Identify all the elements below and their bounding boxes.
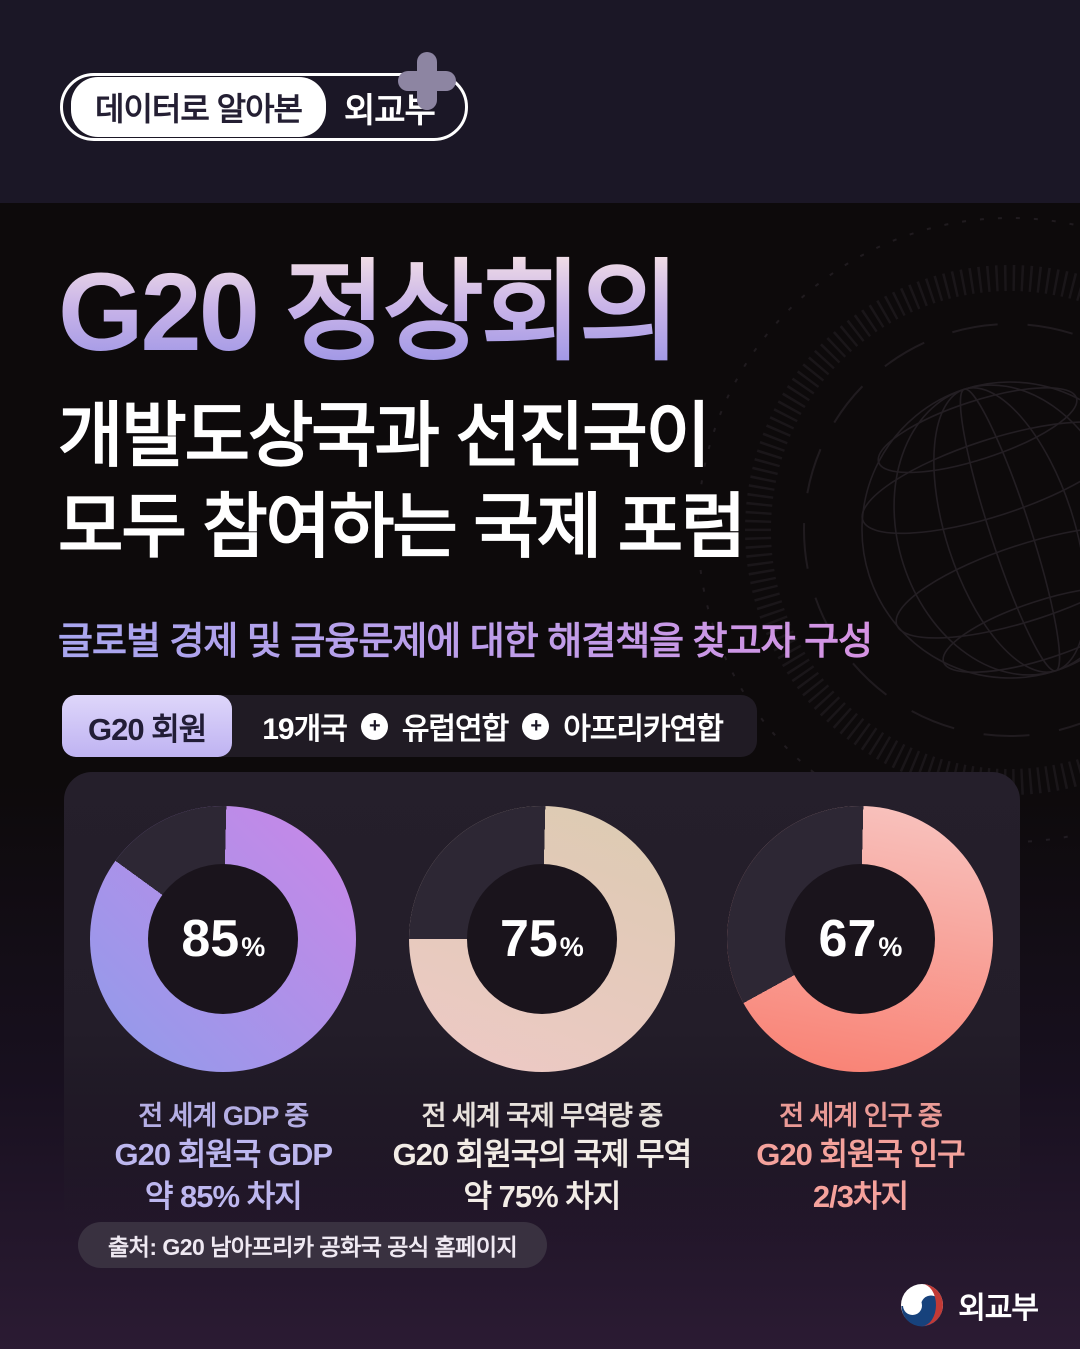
donut-unit: % [559, 932, 584, 962]
donut-value: 85 [181, 910, 240, 968]
donut-unit: % [878, 932, 903, 962]
hero-description: 글로벌 경제 및 금융문제에 대한 해결책을 찾고자 구성 [58, 610, 1038, 665]
hero-section: G20 정상회의 개발도상국과 선진국이 모두 참여하는 국제 포럼 글로벌 경… [58, 248, 1038, 665]
donut-value: 67 [818, 910, 877, 968]
membership-items: 19개국 + 유럽연합 + 아프리카연합 [262, 704, 724, 748]
plus-circle-icon: + [360, 712, 388, 740]
korea-government-emblem-icon [901, 1284, 944, 1327]
chart-label-line: 전 세계 GDP 중 [138, 1101, 309, 1131]
chart-label-gdp: 전 세계 GDP 중 G20 회원국 GDP 약 85% 차지 [114, 1098, 334, 1217]
chart-label-line: G20 회원국의 국제 무역 [392, 1137, 693, 1173]
hero-subtitle-line1: 개발도상국과 선진국이 [58, 396, 711, 476]
membership-badge: G20 회원 [62, 695, 233, 757]
chart-label-line: 약 75% 차지 [463, 1178, 621, 1214]
chart-label-line: 약 85% 차지 [144, 1178, 303, 1214]
page-title: G20 정상회의 [58, 248, 1038, 378]
chart-label-line: 2/3차지 [812, 1178, 909, 1214]
chart-label-population: 전 세계 인구 중 G20 회원국 인구 2/3차지 [756, 1098, 965, 1217]
footer-logo: 외교부 [900, 1283, 1039, 1327]
membership-item-countries: 19개국 [262, 713, 348, 746]
donut-unit: % [241, 932, 266, 962]
hero-subtitle-line2: 모두 참여하는 국제 포럼 [58, 487, 746, 567]
header-badge-left: 데이터로 알아본 [71, 77, 326, 137]
donut-center: 85 % [148, 864, 299, 1014]
donut-center: 67 % [785, 864, 936, 1014]
footer-ministry-name: 외교부 [958, 1292, 1039, 1325]
hero-subtitle: 개발도상국과 선진국이 모두 참여하는 국제 포럼 [58, 392, 1038, 574]
membership-item-au: 아프리카연합 [563, 713, 724, 746]
donut-center: 75 % [466, 864, 617, 1014]
chart-gdp: 85 % 전 세계 GDP 중 G20 회원국 GDP 약 85% 차지 [64, 772, 383, 1217]
plus-icon [398, 52, 456, 110]
chart-label-line: 전 세계 인구 중 [779, 1101, 943, 1131]
chart-label-line: 전 세계 국제 무역량 중 [421, 1101, 664, 1131]
chart-label-trade: 전 세계 국제 무역량 중 G20 회원국의 국제 무역 약 75% 차지 [392, 1098, 693, 1217]
donut-chart-trade: 75 % [408, 806, 675, 1072]
donut-chart-gdp: 85 % [90, 806, 357, 1072]
chart-label-line: G20 회원국 GDP [114, 1137, 334, 1173]
chart-trade: 75 % 전 세계 국제 무역량 중 G20 회원국의 국제 무역 약 75% … [383, 772, 702, 1217]
membership-item-eu: 유럽연합 [401, 713, 509, 746]
donut-value: 75 [499, 910, 558, 968]
donut-chart-population: 67 % [727, 806, 994, 1072]
chart-population: 67 % 전 세계 인구 중 G20 회원국 인구 2/3차지 [701, 772, 1020, 1217]
plus-circle-icon: + [522, 712, 550, 740]
source-citation: 출처: G20 남아프리카 공화국 공식 홈페이지 [78, 1222, 548, 1268]
membership-row: G20 회원 19개국 + 유럽연합 + 아프리카연합 [62, 695, 757, 757]
charts-row: 85 % 전 세계 GDP 중 G20 회원국 GDP 약 85% 차지 75 … [64, 772, 1020, 1217]
chart-label-line: G20 회원국 인구 [756, 1137, 965, 1173]
